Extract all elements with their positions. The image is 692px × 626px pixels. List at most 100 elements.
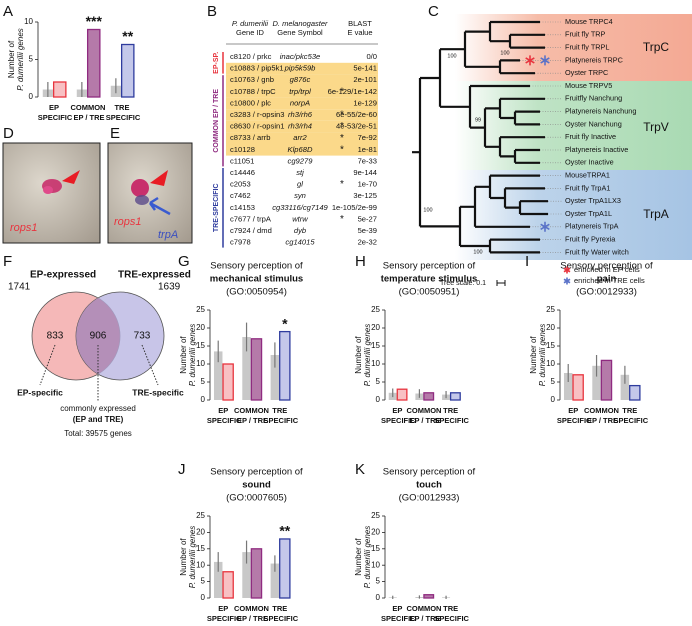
y-tick-label: 15 [371, 341, 380, 350]
panel-label: B [207, 3, 217, 20]
table-header: E value [347, 28, 372, 37]
bar [242, 337, 251, 400]
bar [250, 548, 263, 599]
table-cell: 5e-27 [358, 214, 377, 223]
clade-band [455, 170, 692, 260]
venn-total: 1741 [8, 282, 31, 293]
table-cell: c7978 [230, 238, 251, 247]
bar [120, 43, 135, 98]
legend-text: enriched in EP cells [574, 265, 640, 274]
clade-label: TrpV [643, 120, 669, 134]
table-cell: 1e-129 [353, 98, 377, 107]
table-cell: 1e-70 [358, 180, 377, 189]
table-header: Gene ID [236, 28, 265, 37]
row-highlight [226, 62, 378, 75]
leaf-label: Fruit fly TrpA1 [565, 183, 610, 192]
group-label: EP-SP. [213, 52, 220, 74]
table-cell: c7677 / trpA [230, 214, 272, 223]
bar [222, 571, 234, 599]
probe-label: rops1 [114, 216, 142, 228]
chart-subtitle: (GO:0050954) [226, 287, 287, 298]
table-cell: 2e-101 [353, 75, 377, 84]
table-cell: * [340, 179, 344, 190]
clade-band [455, 81, 692, 170]
y-tick-label: 5 [29, 55, 34, 64]
y-tick-label: 0 [201, 395, 206, 404]
table-cell: 6e-55/2e-60 [336, 110, 377, 119]
panel-label: F [3, 253, 12, 270]
y-tick-label: 5 [201, 577, 206, 586]
y-tick-label: 5 [376, 577, 381, 586]
group-label: TRE-SPECIFIC [213, 183, 220, 232]
venn-caption: TRE-specific [132, 387, 184, 397]
leaf-label: Platynereis TRPC [565, 55, 623, 64]
chart-subtitle: (GO:0050951) [399, 287, 460, 298]
x-tick-label: TRE SPECIFIC [106, 103, 141, 122]
table-cell: 9e-144 [353, 168, 377, 177]
table-cell: trp/trpl [289, 87, 311, 96]
y-tick-label: 0 [29, 92, 34, 101]
y-axis-label: P. dumerilii genes [363, 324, 372, 387]
y-tick-label: 10 [196, 359, 205, 368]
table-cell: inac/pkc53e [280, 52, 321, 61]
bar [52, 81, 67, 98]
table-cell: 5e-141 [353, 64, 377, 73]
table-cell: 2e-32 [358, 238, 377, 247]
table-header: Gene Symbol [277, 28, 323, 37]
tree-scale: Tree scale: 0.1 [440, 280, 486, 287]
table-cell: arr2 [293, 133, 307, 142]
venn-count: 733 [134, 331, 151, 342]
chart-title: Sensory perception of [560, 261, 653, 272]
significance: *** [86, 13, 103, 29]
table-cell: 3e-125 [353, 191, 377, 200]
y-axis-label: P. dumerilii genes [363, 526, 372, 589]
table-cell: cg9279 [288, 156, 314, 165]
venn-caption: (EP and TRE) [73, 415, 124, 424]
clade-band [455, 14, 692, 81]
bootstrap: 100 [473, 249, 482, 255]
bar [86, 28, 101, 98]
legend-text: enriched in TRE cells [574, 276, 645, 285]
bar [563, 373, 573, 400]
bar [270, 355, 280, 400]
table-cell: syn [294, 191, 306, 200]
chart-subtitle: (GO:0012933) [399, 493, 460, 504]
x-tick-label: COMMON EP / TRE [70, 103, 107, 122]
bar [213, 561, 223, 598]
enrichment-marker [563, 277, 571, 285]
table-cell: * [340, 214, 344, 225]
significance: * [282, 315, 288, 331]
bar [600, 359, 613, 401]
venn-total: 1639 [158, 282, 181, 293]
y-tick-label: 25 [546, 305, 555, 314]
enrichment-marker [540, 221, 550, 232]
y-tick-label: 20 [371, 528, 380, 537]
table-cell: c10800 / plc [230, 98, 271, 107]
table-cell: c7462 [230, 191, 251, 200]
bar [620, 374, 630, 400]
bar [449, 392, 461, 401]
table-cell: * [340, 86, 344, 97]
x-tick-label: COMMON EP / TRE [234, 604, 271, 623]
table-cell: Klp68D [288, 145, 313, 154]
table-cell: rh3/rh6 [288, 110, 313, 119]
bootstrap: 100 [423, 207, 432, 213]
leaf-label: Fruit fly Water witch [565, 247, 629, 256]
chart-title: Sensory perception of [383, 467, 476, 478]
bar [250, 338, 263, 401]
venn-caption: commonly expressed [60, 404, 136, 413]
table-cell: g876c [290, 75, 311, 84]
panel-label: A [3, 3, 13, 20]
venn-total-genes: Total: 39575 genes [64, 429, 132, 438]
leaf-label: Oyster TrpA1L [565, 209, 612, 218]
row-highlight [226, 97, 378, 110]
chart-title: sound [242, 480, 271, 491]
table-cell: c10788 / trpC [230, 87, 276, 96]
y-tick-label: 10 [196, 560, 205, 569]
table-cell: c2053 [230, 180, 251, 189]
x-tick-label: EP SPECIFIC [207, 406, 242, 425]
bar [270, 563, 280, 598]
y-axis-label: Number of [529, 336, 538, 374]
y-tick-label: 10 [371, 560, 380, 569]
